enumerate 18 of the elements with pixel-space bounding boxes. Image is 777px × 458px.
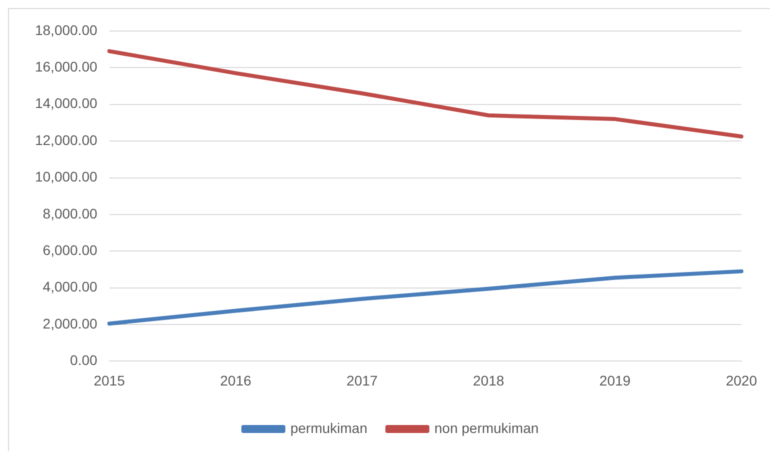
y-tick-label: 6,000.00: [42, 242, 98, 258]
y-tick-label: 4,000.00: [42, 278, 98, 295]
legend-label: non permukiman: [434, 420, 539, 436]
y-tick-label: 10,000.00: [34, 168, 98, 185]
y-tick-label: 0.00: [70, 352, 98, 368]
legend-label: permukiman: [290, 420, 368, 436]
x-tick-label: 2019: [599, 372, 631, 388]
x-tick-label: 2018: [472, 372, 504, 388]
y-tick-label: 2,000.00: [42, 315, 98, 332]
y-tick-label: 14,000.00: [34, 95, 98, 112]
y-tick-label: 18,000.00: [34, 22, 98, 38]
x-tick-label: 2017: [346, 372, 378, 388]
y-tick-label: 8,000.00: [42, 205, 98, 222]
y-tick-label: 12,000.00: [34, 132, 98, 148]
x-tick-label: 2016: [220, 372, 252, 388]
y-tick-label: 16,000.00: [34, 58, 98, 75]
x-tick-label: 2020: [726, 372, 758, 388]
x-tick-label: 2015: [94, 372, 126, 388]
